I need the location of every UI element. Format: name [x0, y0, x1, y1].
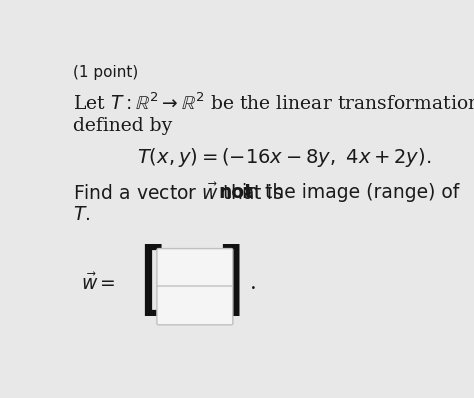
Text: Find a vector $\vec{w}$ that is: Find a vector $\vec{w}$ that is — [73, 183, 284, 204]
Text: $\vec{w} =$: $\vec{w} =$ — [81, 273, 116, 294]
FancyBboxPatch shape — [157, 286, 233, 325]
Text: .: . — [250, 272, 256, 295]
Text: (1 point): (1 point) — [73, 65, 138, 80]
FancyBboxPatch shape — [157, 249, 233, 287]
Text: defined by: defined by — [73, 117, 173, 135]
Text: [: [ — [137, 244, 168, 322]
Text: in the image (range) of: in the image (range) of — [236, 183, 459, 201]
Text: $T(x, y) = (-16x - 8y,\ 4x + 2y).$: $T(x, y) = (-16x - 8y,\ 4x + 2y).$ — [137, 146, 431, 169]
Text: $T.$: $T.$ — [73, 206, 91, 224]
Text: ]: ] — [214, 244, 245, 322]
Text: not: not — [218, 183, 253, 201]
Text: Let $T : \mathbb{R}^2 \rightarrow \mathbb{R}^2$ be the linear transformation: Let $T : \mathbb{R}^2 \rightarrow \mathb… — [73, 92, 474, 114]
